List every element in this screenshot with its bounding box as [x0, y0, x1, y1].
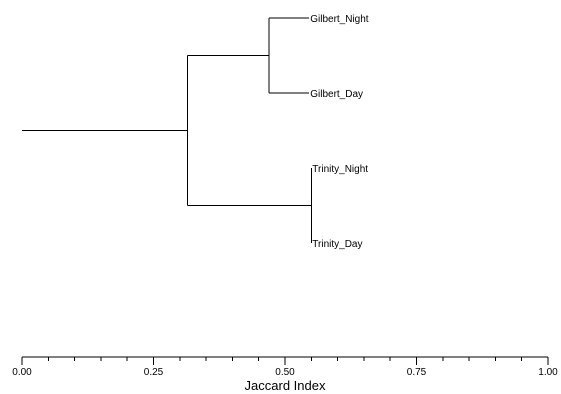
leaf-label: Gilbert_Day: [310, 89, 363, 100]
leaf-label: Gilbert_Night: [310, 14, 369, 25]
leaf-label: Trinity_Day: [312, 239, 362, 250]
dendrogram-branches: [22, 17, 312, 243]
x-tick-label: 0.00: [12, 367, 32, 378]
leaf-label: Trinity_Night: [312, 164, 368, 175]
x-axis-title: Jaccard Index: [245, 378, 326, 393]
x-axis: 0.00 0.25 0.50 0.75 1.00: [12, 356, 558, 378]
x-tick-label: 0.25: [144, 367, 164, 378]
x-tick-label: 0.75: [407, 367, 427, 378]
leaf-labels: Gilbert_Night Gilbert_Day Trinity_Night Tri…: [310, 14, 369, 250]
x-tick-label: 1.00: [538, 367, 558, 378]
x-tick-label: 0.50: [275, 367, 295, 378]
